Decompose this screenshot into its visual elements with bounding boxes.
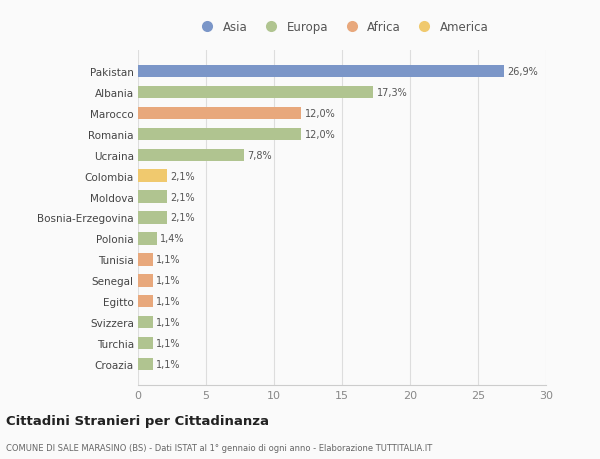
Bar [138,358,153,370]
Bar [138,212,167,224]
Bar [138,274,153,287]
Text: 1,1%: 1,1% [157,255,181,265]
Text: 1,4%: 1,4% [160,234,185,244]
Text: 1,1%: 1,1% [157,359,181,369]
Text: 2,1%: 2,1% [170,192,194,202]
Bar [138,337,153,349]
Bar [138,191,167,203]
Text: 17,3%: 17,3% [377,88,407,98]
Legend: Asia, Europa, Africa, America: Asia, Europa, Africa, America [191,16,493,39]
Bar [138,66,504,78]
Bar [138,233,157,245]
Text: 12,0%: 12,0% [305,109,335,119]
Text: 2,1%: 2,1% [170,213,194,223]
Text: Cittadini Stranieri per Cittadinanza: Cittadini Stranieri per Cittadinanza [6,414,269,428]
Bar [138,170,167,183]
Bar [138,149,244,162]
Text: COMUNE DI SALE MARASINO (BS) - Dati ISTAT al 1° gennaio di ogni anno - Elaborazi: COMUNE DI SALE MARASINO (BS) - Dati ISTA… [6,443,432,452]
Text: 12,0%: 12,0% [305,129,335,140]
Bar [138,253,153,266]
Bar [138,87,373,99]
Bar [138,316,153,329]
Text: 26,9%: 26,9% [507,67,538,77]
Text: 1,1%: 1,1% [157,338,181,348]
Text: 2,1%: 2,1% [170,171,194,181]
Bar [138,129,301,141]
Bar [138,107,301,120]
Text: 1,1%: 1,1% [157,297,181,307]
Text: 7,8%: 7,8% [247,151,272,161]
Text: 1,1%: 1,1% [157,275,181,285]
Text: 1,1%: 1,1% [157,317,181,327]
Bar [138,295,153,308]
